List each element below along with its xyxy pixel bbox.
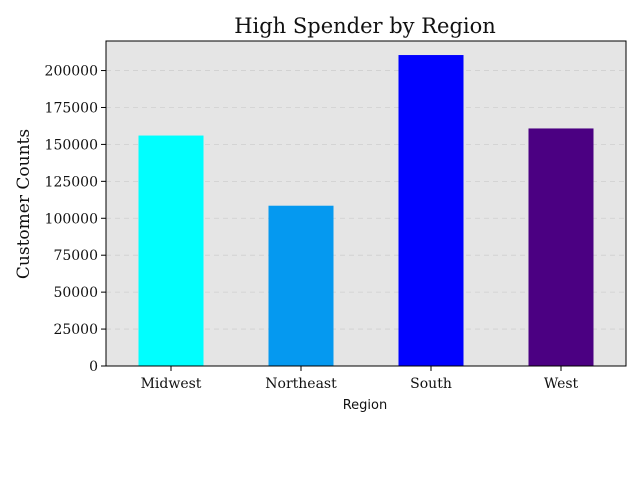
x-tick-label: Northeast — [265, 376, 337, 392]
y-tick-label: 100000 — [45, 211, 98, 227]
bars — [138, 55, 594, 367]
bar-south — [398, 55, 464, 367]
x-axis-label: Region — [343, 398, 388, 413]
x-tick-label: Midwest — [141, 376, 202, 392]
x-tick-label: South — [410, 376, 452, 392]
y-tick-label: 0 — [89, 359, 98, 375]
y-tick-label: 75000 — [53, 248, 98, 264]
x-tick-label: West — [544, 376, 579, 392]
y-tick-label: 25000 — [53, 322, 98, 338]
bar-northeast — [268, 205, 334, 366]
y-axis-label: Customer Counts — [14, 129, 34, 279]
y-tick-label: 200000 — [45, 64, 98, 80]
y-axis-ticks: 0 25000 50000 75000 100000 125000 150000 175000… — [45, 64, 106, 375]
y-tick-label: 150000 — [45, 137, 98, 153]
bar-west — [528, 128, 594, 366]
axes-frame — [105, 40, 627, 367]
x-axis-ticks: Midwest Northeast South West — [141, 366, 579, 392]
y-tick-label: 50000 — [53, 285, 98, 301]
y-tick-label: 125000 — [45, 174, 98, 190]
bar-midwest — [138, 135, 204, 366]
y-tick-label: 175000 — [45, 100, 98, 116]
chart-title: High Spender by Region — [234, 14, 496, 38]
